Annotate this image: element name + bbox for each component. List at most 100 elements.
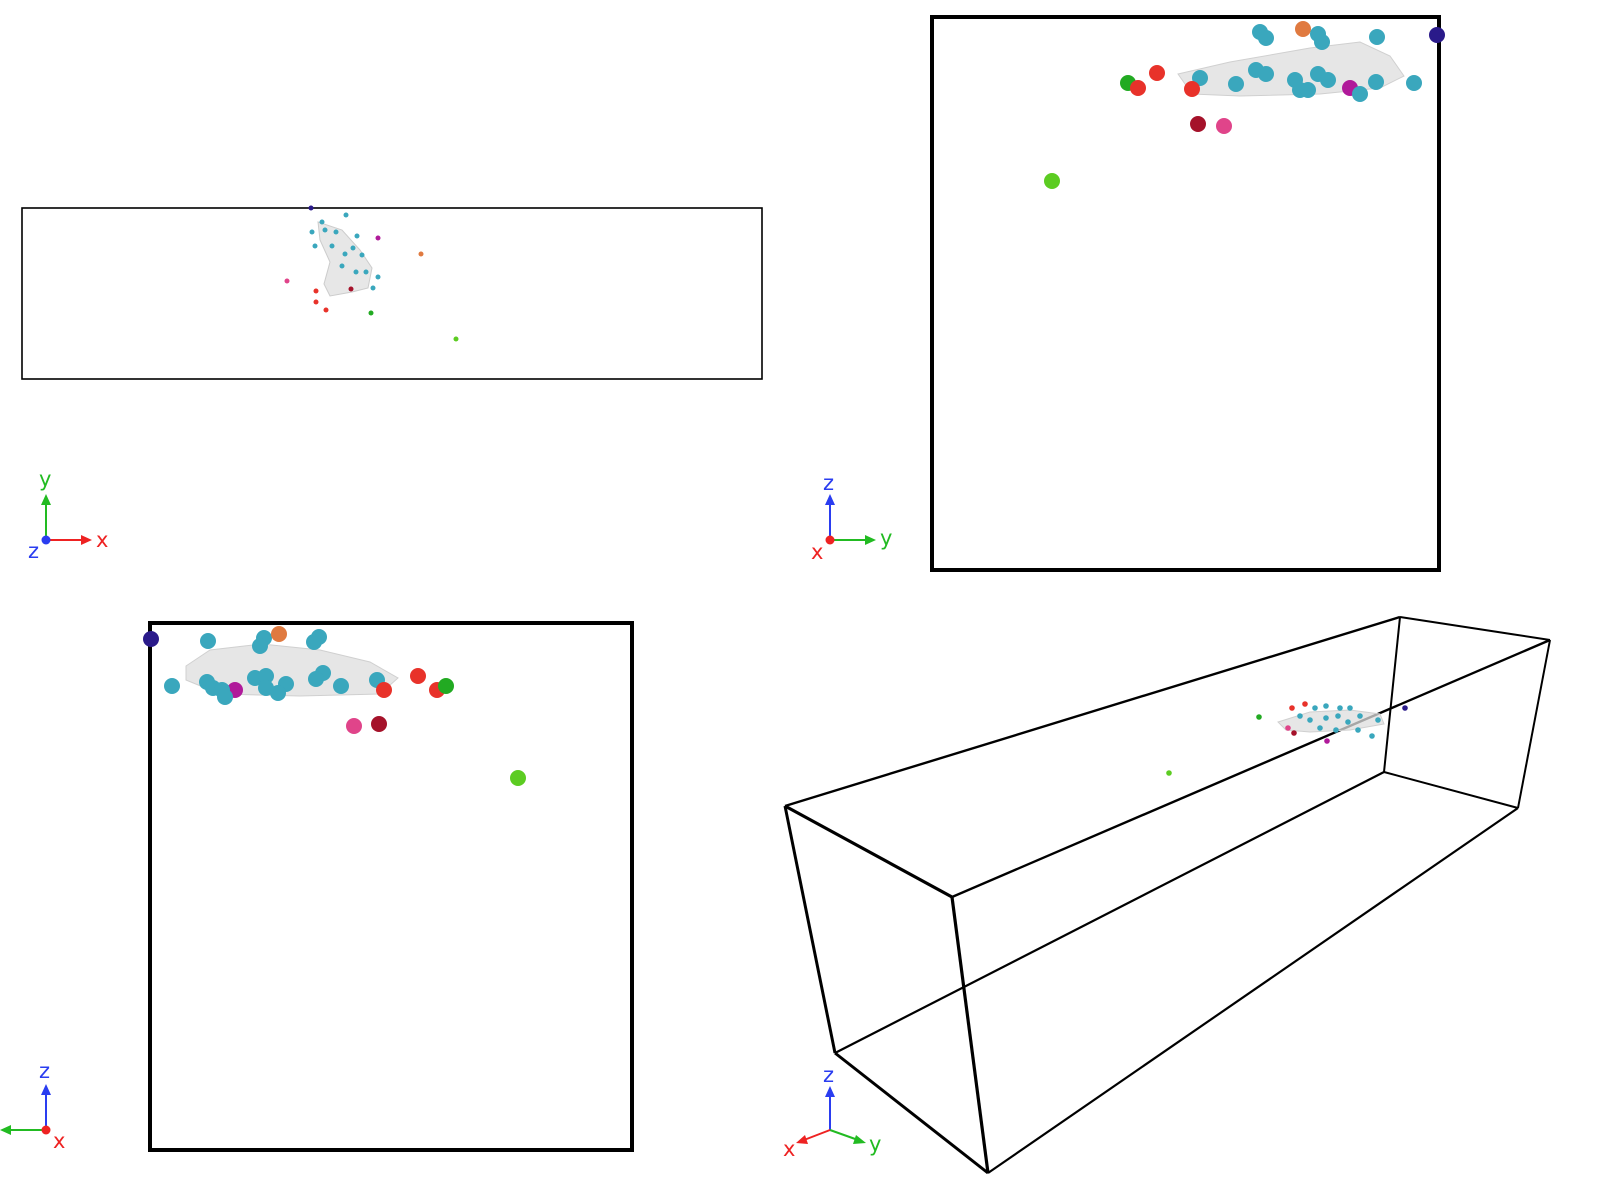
view-panel-top: y x z	[0, 0, 800, 590]
atom	[375, 274, 381, 280]
atom	[1345, 719, 1351, 725]
atom	[354, 233, 360, 239]
atom	[1357, 713, 1363, 719]
view-canvas-perspective: z y x	[783, 615, 1551, 1175]
atom	[308, 205, 314, 211]
atom	[313, 299, 319, 305]
atom	[323, 307, 329, 313]
atom	[1347, 705, 1353, 711]
simulation-box	[783, 615, 1551, 1175]
axis-label-x: x	[783, 1137, 795, 1161]
simulation-box	[930, 15, 1441, 572]
axis-triad: z y x	[811, 471, 892, 564]
molecular-surface	[317, 221, 373, 297]
atom-group	[284, 205, 459, 342]
atom	[1352, 86, 1368, 102]
atom-group	[1044, 21, 1445, 189]
atom	[1295, 21, 1311, 37]
atom	[1307, 717, 1313, 723]
atom	[410, 668, 426, 684]
atom	[418, 251, 424, 257]
atom	[1044, 173, 1060, 189]
axis-label-z: z	[28, 539, 39, 563]
atom	[1323, 703, 1329, 709]
atom	[1323, 715, 1329, 721]
axis-label-x: x	[96, 528, 108, 552]
atom	[1256, 714, 1262, 720]
atom	[1216, 118, 1232, 134]
atom	[1300, 82, 1316, 98]
atom	[1369, 733, 1375, 739]
atom	[1355, 727, 1361, 733]
axis-label-y: y	[39, 467, 51, 491]
atom	[1166, 770, 1172, 776]
atom	[1317, 725, 1323, 731]
atom	[510, 770, 526, 786]
atom-group	[1166, 701, 1408, 776]
view-canvas-top: y x z	[21, 205, 763, 563]
atom	[329, 243, 335, 249]
atom	[258, 668, 274, 684]
atom	[438, 678, 454, 694]
view-panel-side: z y x	[800, 0, 1600, 590]
atom	[284, 278, 290, 284]
atom	[1337, 705, 1343, 711]
atom	[1228, 76, 1244, 92]
atom	[313, 288, 319, 294]
atom	[1429, 27, 1445, 43]
molecular-surface	[1177, 41, 1405, 97]
atom	[143, 631, 159, 647]
atom	[322, 227, 328, 233]
atom	[350, 245, 356, 251]
atom	[270, 685, 286, 701]
atom	[363, 269, 369, 275]
atom	[1312, 705, 1318, 711]
atom	[200, 633, 216, 649]
atom	[368, 310, 374, 316]
atom	[1402, 705, 1408, 711]
view-canvas-front: z x	[0, 621, 634, 1153]
atom	[1258, 30, 1274, 46]
atom	[1369, 29, 1385, 45]
atom	[1302, 701, 1308, 707]
axis-label-y: y	[869, 1132, 881, 1156]
atom	[308, 671, 324, 687]
axis-label-x: x	[53, 1129, 65, 1153]
atom	[333, 678, 349, 694]
atom	[346, 718, 362, 734]
atom	[1375, 717, 1381, 723]
atom	[1314, 34, 1330, 50]
atom	[306, 634, 322, 650]
atom	[217, 689, 233, 705]
atom	[1368, 74, 1384, 90]
atom	[1285, 725, 1291, 731]
atom	[376, 682, 392, 698]
atom	[1333, 727, 1339, 733]
molecular-surface	[1277, 709, 1385, 733]
axis-triad: z y x	[783, 1063, 881, 1161]
atom	[258, 680, 274, 696]
view-canvas-side: z y x	[811, 15, 1445, 572]
atom	[1149, 65, 1165, 81]
atom	[1291, 730, 1297, 736]
axis-triad: y x z	[28, 467, 108, 563]
atom	[333, 229, 339, 235]
atom	[1258, 66, 1274, 82]
atom	[1324, 738, 1330, 744]
atom-group	[143, 626, 526, 786]
atom	[164, 678, 180, 694]
atom	[339, 263, 345, 269]
atom	[1184, 81, 1200, 97]
atom	[1335, 713, 1341, 719]
atom	[342, 251, 348, 257]
atom	[1406, 75, 1422, 91]
atom	[1320, 72, 1336, 88]
atom	[309, 229, 315, 235]
atom	[271, 626, 287, 642]
view-panel-front: z x	[0, 600, 800, 1200]
atom	[1192, 70, 1208, 86]
atom	[353, 269, 359, 275]
atom	[359, 252, 365, 258]
atom	[348, 286, 354, 292]
atom	[1190, 116, 1206, 132]
